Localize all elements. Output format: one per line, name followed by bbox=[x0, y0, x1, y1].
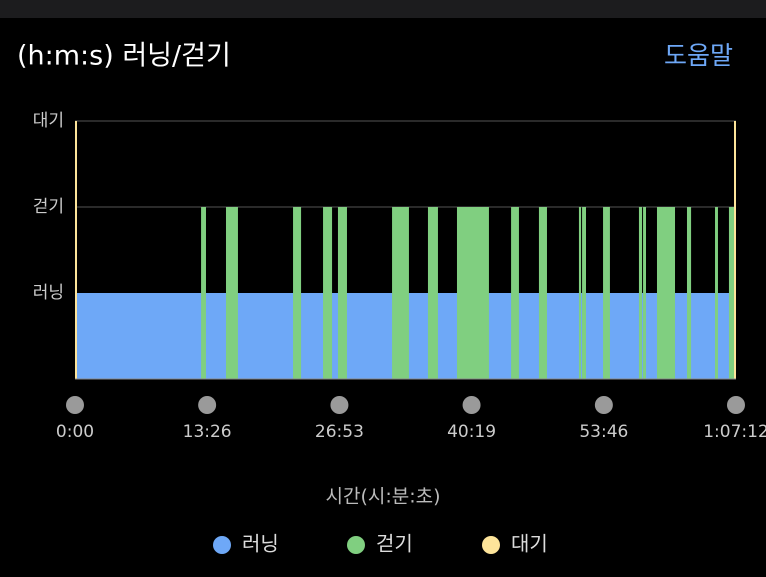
state-interval bbox=[638, 207, 643, 379]
x-tick-label: 53:46 bbox=[579, 422, 628, 442]
x-tick-label: 40:19 bbox=[447, 422, 496, 442]
state-interval bbox=[582, 207, 586, 379]
state-interval bbox=[392, 207, 409, 379]
y-tick-label: 러닝 bbox=[33, 283, 64, 303]
x-tick-dot bbox=[462, 396, 481, 414]
state-interval bbox=[293, 207, 302, 379]
state-interval bbox=[201, 207, 206, 379]
legend-swatch bbox=[213, 536, 231, 554]
state-interval bbox=[603, 207, 610, 379]
chart-title: (h:m:s) 러닝/걷기 bbox=[17, 41, 231, 72]
y-tick-label: 걷기 bbox=[33, 197, 64, 217]
x-tick-dot bbox=[66, 396, 84, 414]
state-interval bbox=[643, 207, 646, 379]
x-tick-dot bbox=[727, 396, 745, 414]
state-interval bbox=[337, 207, 347, 379]
state-interval bbox=[323, 207, 333, 379]
state-interval bbox=[538, 207, 547, 379]
state-interval bbox=[734, 121, 736, 379]
x-tick-dot bbox=[594, 396, 613, 414]
state-interval bbox=[715, 207, 718, 379]
state-interval bbox=[456, 207, 489, 379]
y-tick-label: 대기 bbox=[33, 111, 64, 131]
state-interval bbox=[686, 207, 692, 379]
state-interval bbox=[656, 207, 676, 379]
legend-label: 러닝 bbox=[242, 532, 279, 556]
x-tick-label: 13:26 bbox=[183, 422, 232, 442]
state-interval bbox=[728, 207, 736, 379]
legend-swatch bbox=[482, 536, 500, 554]
x-axis-label: 시간(시:분:초) bbox=[325, 486, 440, 508]
state-interval bbox=[578, 207, 582, 379]
help-link[interactable]: 도움말 bbox=[664, 41, 733, 70]
state-interval bbox=[511, 207, 519, 379]
legend-swatch bbox=[347, 536, 365, 554]
state-interval bbox=[75, 121, 77, 379]
x-tick-dot bbox=[198, 396, 217, 414]
legend-label: 대기 bbox=[511, 532, 548, 556]
state-interval bbox=[427, 207, 438, 379]
x-tick-dot bbox=[330, 396, 349, 414]
x-tick-label: 1:07:12 bbox=[703, 422, 766, 442]
legend-label: 걷기 bbox=[376, 532, 413, 556]
x-tick-label: 26:53 bbox=[315, 422, 364, 442]
status-bar bbox=[0, 0, 766, 18]
x-tick-label: 0:00 bbox=[56, 422, 94, 442]
state-interval bbox=[225, 207, 238, 379]
